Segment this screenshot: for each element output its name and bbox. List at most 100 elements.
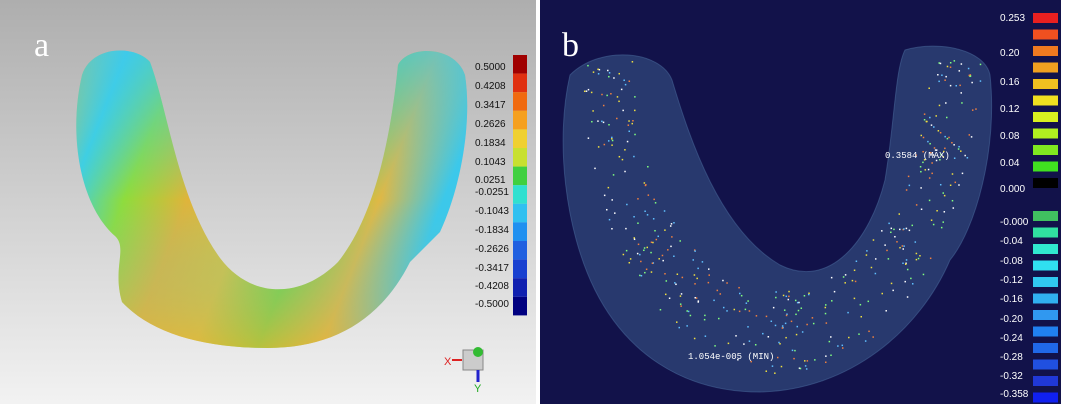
point	[969, 74, 972, 76]
point	[854, 280, 857, 283]
point	[938, 80, 940, 83]
scale-label: -0.24	[1000, 333, 1023, 344]
point	[944, 135, 946, 138]
point	[754, 344, 757, 346]
point	[848, 336, 850, 339]
point	[771, 365, 774, 367]
point	[622, 109, 624, 112]
point	[934, 149, 937, 151]
point	[637, 243, 640, 246]
point	[922, 273, 925, 276]
point	[796, 301, 799, 304]
point	[795, 333, 798, 336]
color-swatch	[513, 259, 527, 279]
point	[929, 116, 931, 119]
point	[633, 237, 635, 239]
point	[804, 365, 807, 367]
color-swatch	[1033, 326, 1058, 337]
point	[703, 318, 706, 321]
point	[665, 280, 668, 282]
point	[828, 340, 831, 343]
point	[645, 268, 648, 271]
point	[704, 314, 706, 317]
point	[931, 172, 933, 175]
point	[653, 198, 655, 201]
point	[634, 133, 636, 136]
color-swatch	[513, 110, 527, 130]
point	[597, 146, 600, 148]
point	[961, 102, 963, 104]
point	[842, 276, 845, 278]
point	[931, 162, 933, 164]
point	[640, 274, 643, 277]
point	[804, 360, 806, 362]
point	[726, 310, 728, 312]
point	[941, 74, 943, 76]
scale-label: 0.5000	[475, 62, 506, 73]
point	[837, 345, 839, 347]
point	[601, 120, 603, 123]
color-swatch	[1033, 277, 1058, 287]
point	[767, 336, 770, 338]
point	[949, 61, 952, 64]
point	[939, 183, 942, 186]
point	[667, 249, 669, 251]
point	[738, 286, 740, 289]
point	[844, 282, 846, 284]
point	[939, 159, 941, 161]
point	[594, 167, 596, 170]
point	[902, 262, 904, 265]
point	[874, 272, 877, 275]
point	[824, 306, 827, 309]
point	[948, 136, 950, 139]
point	[733, 308, 736, 311]
max-annotation: 0.3584 (MAX)	[885, 151, 950, 161]
color-swatch	[513, 296, 527, 316]
point	[626, 140, 629, 143]
scale-label: 0.08	[1000, 131, 1020, 142]
point	[814, 359, 816, 361]
point	[911, 283, 914, 285]
point	[798, 301, 800, 304]
point	[870, 266, 873, 269]
point	[714, 345, 716, 347]
point	[841, 347, 844, 349]
point	[919, 255, 921, 257]
point	[776, 356, 779, 359]
point	[748, 310, 751, 312]
point	[808, 292, 810, 295]
point	[905, 227, 908, 230]
color-swatch	[513, 148, 527, 167]
point	[830, 354, 832, 357]
point	[765, 315, 768, 318]
point	[943, 150, 945, 153]
point	[610, 93, 612, 95]
point	[613, 77, 615, 79]
point	[960, 92, 962, 94]
scale-label: -0.08	[1000, 256, 1023, 267]
point	[872, 239, 875, 241]
point	[945, 102, 947, 104]
point	[797, 309, 800, 312]
point	[640, 260, 642, 263]
point	[627, 124, 630, 126]
point	[938, 62, 940, 64]
point	[890, 231, 892, 234]
point	[779, 343, 781, 345]
point	[964, 154, 966, 157]
point	[830, 336, 832, 338]
point	[606, 94, 608, 97]
point	[922, 136, 925, 139]
point	[643, 249, 645, 252]
point	[632, 120, 634, 122]
point	[654, 202, 657, 204]
point	[787, 298, 790, 301]
point	[670, 245, 672, 248]
point	[945, 75, 947, 78]
point	[783, 309, 786, 311]
point	[942, 221, 944, 223]
point	[611, 136, 613, 139]
point	[928, 177, 931, 179]
point	[679, 303, 682, 305]
point	[739, 292, 741, 295]
